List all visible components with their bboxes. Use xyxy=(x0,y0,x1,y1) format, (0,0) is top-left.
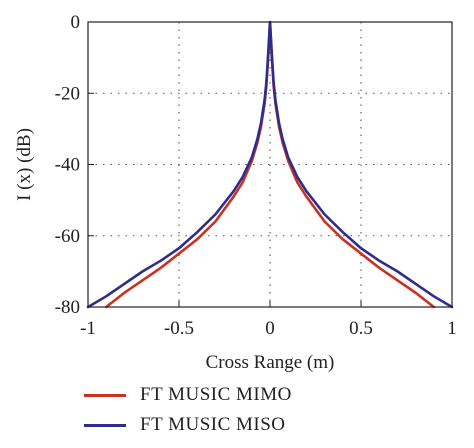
grid-lines xyxy=(88,22,452,307)
x-tick-label: 0.5 xyxy=(349,318,373,339)
legend-label-mimo: FT MUSIC MIMO xyxy=(140,384,292,405)
y-tick-label: -80 xyxy=(55,297,80,318)
legend-swatch-mimo xyxy=(84,393,126,397)
x-tick-label: -1 xyxy=(80,318,96,339)
line-chart: -1 -0.5 0 0.5 1 0 -20 -40 -60 -80 Cross Range (m)… xyxy=(14,12,457,373)
x-tick-label: -0.5 xyxy=(164,318,194,339)
x-axis-label: Cross Range (m) xyxy=(206,352,335,373)
x-tick-label: 1 xyxy=(447,318,457,339)
legend-label-miso: FT MUSIC MISO xyxy=(140,414,286,435)
legend-item-miso: FT MUSIC MISO xyxy=(84,410,292,440)
legend-item-mimo: FT MUSIC MIMO xyxy=(84,380,292,410)
legend: FT MUSIC MIMO FT MUSIC MISO xyxy=(84,380,292,440)
y-axis-label: I (x) (dB) xyxy=(14,128,35,201)
y-tick-label: 0 xyxy=(71,12,81,33)
x-tick-label: 0 xyxy=(265,318,275,339)
y-tick-label: -60 xyxy=(55,226,80,247)
axis-ticks: -1 -0.5 0 0.5 1 0 -20 -40 -60 -80 xyxy=(55,12,457,339)
y-tick-label: -40 xyxy=(55,155,80,176)
legend-swatch-miso xyxy=(84,423,126,427)
y-tick-label: -20 xyxy=(55,83,80,104)
